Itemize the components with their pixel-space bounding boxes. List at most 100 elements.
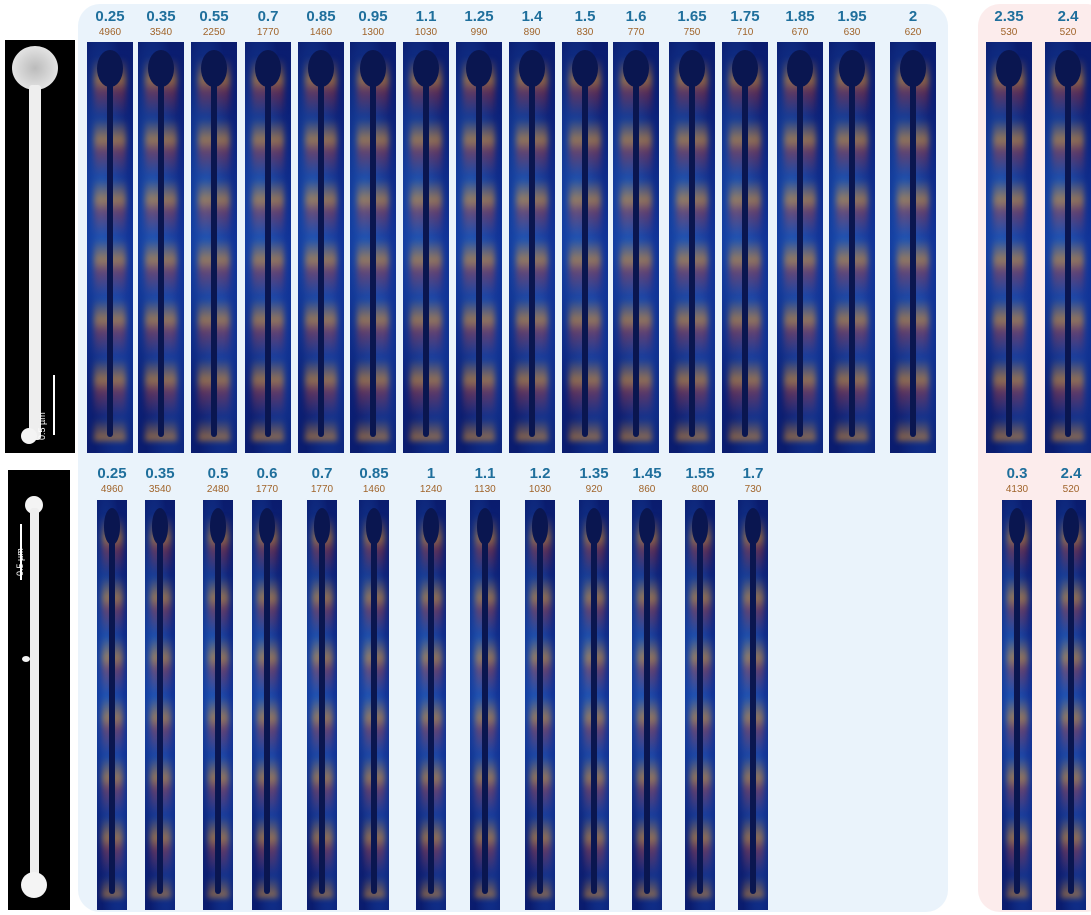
energy-label: 1.5 [575, 8, 596, 25]
wavelength-label: 1030 [415, 27, 437, 38]
energy-label: 1.95 [837, 8, 866, 25]
wavelength-label: 1300 [362, 27, 384, 38]
eels-map [669, 42, 715, 453]
eels-map [298, 42, 344, 453]
eels-map [579, 500, 609, 910]
wavelength-label: 1240 [420, 484, 442, 495]
figure: 0.5 µm 0.5 µm 0.25 4960 0.35 3540 0.55 2250 0.… [0, 0, 1091, 915]
wavelength-label: 730 [745, 484, 762, 495]
wavelength-label: 670 [792, 27, 809, 38]
energy-label: 0.95 [358, 8, 387, 25]
energy-label: 1.1 [416, 8, 437, 25]
eels-map [350, 42, 396, 453]
eels-map [138, 42, 184, 453]
wavelength-label: 1130 [474, 484, 496, 495]
eels-map [738, 500, 768, 910]
eels-map [359, 500, 389, 910]
eels-map [525, 500, 555, 910]
scale-bar [53, 375, 55, 435]
energy-label: 2.4 [1061, 465, 1082, 482]
energy-label: 0.25 [95, 8, 124, 25]
energy-label: 0.6 [257, 465, 278, 482]
energy-label: 0.35 [145, 465, 174, 482]
wavelength-label: 830 [577, 27, 594, 38]
eels-map [632, 500, 662, 910]
eels-map [829, 42, 875, 453]
sem-image: 0.5 µm [8, 470, 70, 910]
energy-label: 1.7 [743, 465, 764, 482]
wavelength-label: 3540 [150, 27, 172, 38]
energy-label: 1.4 [522, 8, 543, 25]
energy-label: 0.5 [208, 465, 229, 482]
eels-map [252, 500, 282, 910]
energy-label: 1.45 [632, 465, 661, 482]
energy-label: 1.6 [626, 8, 647, 25]
eels-map [986, 42, 1032, 453]
wavelength-label: 750 [684, 27, 701, 38]
energy-label: 0.7 [312, 465, 333, 482]
energy-label: 0.3 [1007, 465, 1028, 482]
wavelength-label: 890 [524, 27, 541, 38]
energy-label: 2 [909, 8, 917, 25]
eels-map [97, 500, 127, 910]
eels-map [890, 42, 936, 453]
eels-map [416, 500, 446, 910]
wavelength-label: 710 [737, 27, 754, 38]
wavelength-label: 1460 [363, 484, 385, 495]
wavelength-label: 990 [471, 27, 488, 38]
wavelength-label: 520 [1060, 27, 1077, 38]
wavelength-label: 4130 [1006, 484, 1028, 495]
wavelength-label: 620 [905, 27, 922, 38]
wavelength-label: 770 [628, 27, 645, 38]
energy-label: 0.7 [258, 8, 279, 25]
energy-label: 1.25 [464, 8, 493, 25]
energy-label: 1.55 [685, 465, 714, 482]
energy-label: 0.55 [199, 8, 228, 25]
sem-image: 0.5 µm [5, 40, 75, 453]
wavelength-label: 800 [692, 484, 709, 495]
energy-label: 0.35 [146, 8, 175, 25]
wavelength-label: 2250 [203, 27, 225, 38]
energy-label: 1.2 [530, 465, 551, 482]
wavelength-label: 4960 [101, 484, 123, 495]
eels-map [1056, 500, 1086, 910]
wavelength-label: 1770 [256, 484, 278, 495]
eels-map [1045, 42, 1091, 453]
wavelength-label: 630 [844, 27, 861, 38]
eels-map [722, 42, 768, 453]
energy-label: 0.85 [359, 465, 388, 482]
energy-label: 1.35 [579, 465, 608, 482]
energy-label: 1.75 [730, 8, 759, 25]
eels-map [145, 500, 175, 910]
wavelength-label: 1030 [529, 484, 551, 495]
energy-label: 1.65 [677, 8, 706, 25]
wavelength-label: 3540 [149, 484, 171, 495]
eels-map [777, 42, 823, 453]
energy-label: 1.1 [475, 465, 496, 482]
wavelength-label: 1770 [311, 484, 333, 495]
energy-label: 2.35 [994, 8, 1023, 25]
eels-map [245, 42, 291, 453]
wavelength-label: 1460 [310, 27, 332, 38]
scale-bar-label: 0.5 µm [37, 412, 47, 440]
wavelength-label: 530 [1001, 27, 1018, 38]
energy-label: 2.4 [1058, 8, 1079, 25]
eels-map [613, 42, 659, 453]
eels-map [509, 42, 555, 453]
eels-map [470, 500, 500, 910]
wavelength-label: 520 [1063, 484, 1080, 495]
eels-map [307, 500, 337, 910]
eels-map [685, 500, 715, 910]
eels-map [562, 42, 608, 453]
wavelength-label: 860 [639, 484, 656, 495]
energy-label: 0.85 [306, 8, 335, 25]
energy-label: 1 [427, 465, 435, 482]
wavelength-label: 1770 [257, 27, 279, 38]
energy-label: 0.25 [97, 465, 126, 482]
eels-map [203, 500, 233, 910]
eels-map [87, 42, 133, 453]
eels-map [456, 42, 502, 453]
wavelength-label: 4960 [99, 27, 121, 38]
eels-map [403, 42, 449, 453]
eels-map [1002, 500, 1032, 910]
